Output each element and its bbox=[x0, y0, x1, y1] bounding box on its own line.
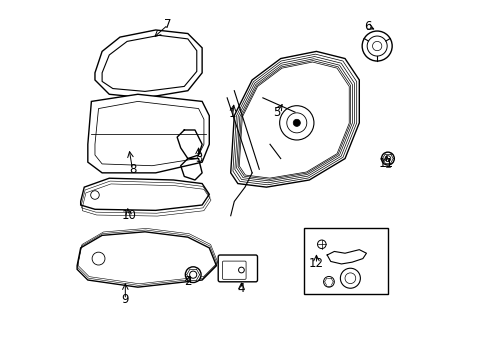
Circle shape bbox=[381, 152, 394, 165]
Text: 6: 6 bbox=[365, 20, 372, 33]
Text: 4: 4 bbox=[238, 283, 245, 296]
FancyBboxPatch shape bbox=[304, 228, 388, 294]
FancyBboxPatch shape bbox=[218, 255, 258, 282]
FancyBboxPatch shape bbox=[222, 261, 246, 279]
Polygon shape bbox=[88, 94, 209, 173]
Text: 12: 12 bbox=[309, 257, 324, 270]
Text: 7: 7 bbox=[165, 18, 172, 31]
Circle shape bbox=[323, 276, 334, 287]
Text: 1: 1 bbox=[229, 107, 236, 120]
Circle shape bbox=[280, 106, 314, 140]
Circle shape bbox=[362, 31, 392, 61]
Polygon shape bbox=[81, 178, 209, 210]
Text: 3: 3 bbox=[195, 152, 202, 165]
Text: 5: 5 bbox=[273, 105, 281, 119]
Polygon shape bbox=[231, 51, 359, 187]
Text: 9: 9 bbox=[122, 293, 129, 306]
Circle shape bbox=[185, 267, 201, 283]
Text: 2: 2 bbox=[184, 275, 192, 288]
Polygon shape bbox=[77, 232, 217, 287]
Circle shape bbox=[293, 119, 300, 126]
Text: 10: 10 bbox=[122, 209, 136, 222]
Text: 8: 8 bbox=[129, 163, 136, 176]
Text: 11: 11 bbox=[379, 157, 393, 170]
